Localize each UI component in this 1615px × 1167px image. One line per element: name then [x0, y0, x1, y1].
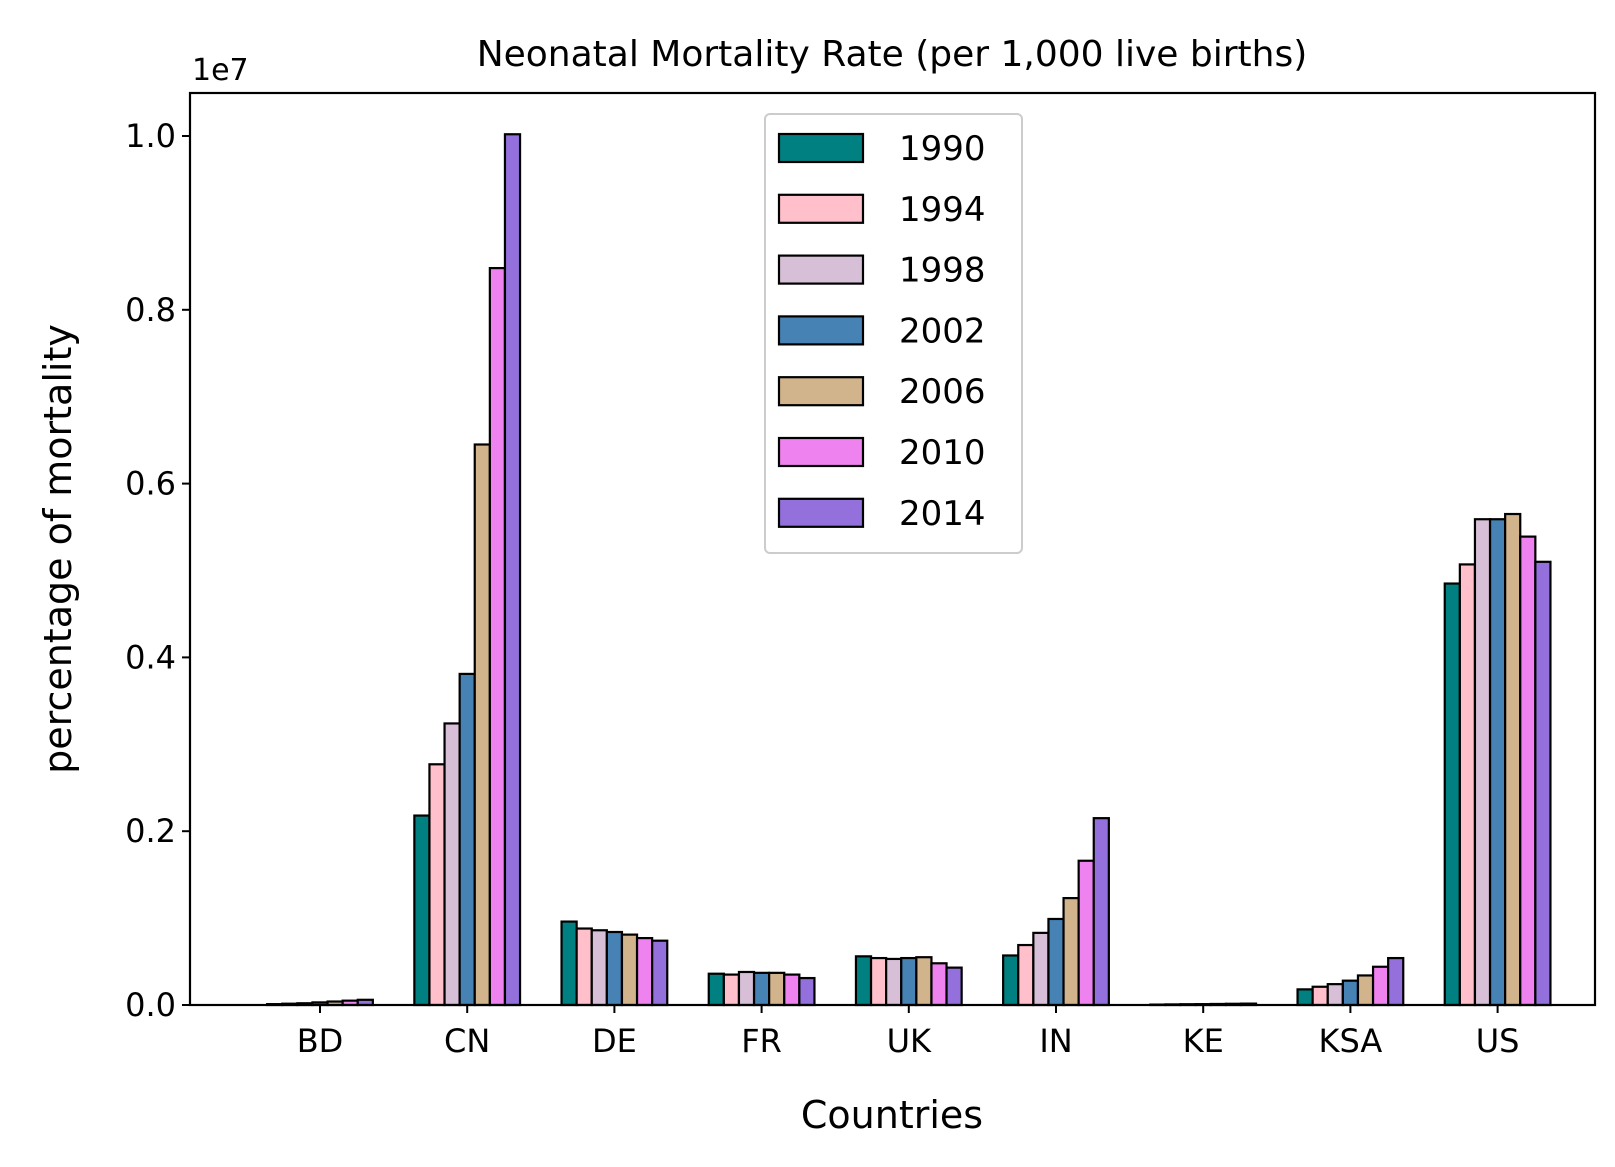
bar-FR-1990 — [709, 974, 724, 1005]
bar-UK-2010 — [931, 963, 946, 1005]
legend-swatch-2014 — [779, 499, 863, 527]
legend-label-2014: 2014 — [899, 494, 986, 534]
legend: 1990 1994 1998 2002 2006 2010 2014 — [765, 114, 1022, 553]
bar-US-1994 — [1460, 564, 1475, 1005]
y-tick-label: 0.2 — [125, 812, 176, 850]
bar-UK-2006 — [916, 957, 931, 1005]
legend-swatch-2002 — [779, 316, 863, 344]
bar-CN-1994 — [429, 764, 444, 1005]
bar-CN-2010 — [490, 268, 505, 1005]
bar-CN-2002 — [460, 674, 475, 1005]
y-tick-label: 1.0 — [125, 117, 176, 155]
x-axis-ticks: BD CN DE FR UK IN KE KSA US — [297, 1005, 1520, 1060]
legend-swatch-2006 — [779, 377, 863, 405]
x-tick-label: FR — [741, 1022, 782, 1060]
bar-FR-2006 — [769, 973, 784, 1005]
bar-IN-2002 — [1048, 919, 1063, 1005]
bar-DE-1998 — [592, 930, 607, 1005]
bar-UK-1994 — [871, 958, 886, 1005]
bar-DE-1990 — [562, 922, 577, 1005]
x-axis-label: Countries — [801, 1093, 983, 1137]
y-multiplier-label: 1e7 — [192, 53, 249, 88]
bar-IN-2006 — [1064, 898, 1079, 1005]
legend-swatch-2010 — [779, 438, 863, 466]
bar-FR-2014 — [799, 978, 814, 1005]
legend-swatch-1994 — [779, 195, 863, 223]
bar-FR-1994 — [724, 975, 739, 1005]
bar-US-2002 — [1490, 519, 1505, 1005]
bar-CN-1998 — [445, 723, 460, 1005]
bar-FR-1998 — [739, 972, 754, 1005]
legend-label-2010: 2010 — [899, 433, 986, 473]
bar-CN-2014 — [505, 134, 520, 1005]
bar-UK-2002 — [901, 958, 916, 1005]
x-tick-label: BD — [297, 1022, 344, 1060]
x-tick-label: UK — [887, 1022, 932, 1060]
chart-title: Neonatal Mortality Rate (per 1,000 live … — [477, 34, 1308, 75]
bar-IN-1994 — [1018, 945, 1033, 1005]
y-axis-ticks: 0.0 0.2 0.4 0.6 0.8 1.0 — [125, 117, 190, 1024]
bar-IN-2014 — [1094, 818, 1109, 1005]
bar-DE-1994 — [577, 929, 592, 1005]
bar-US-2006 — [1505, 514, 1520, 1005]
x-tick-label: KE — [1183, 1022, 1224, 1060]
legend-label-2002: 2002 — [899, 311, 986, 351]
bar-DE-2010 — [637, 938, 652, 1005]
bar-FR-2010 — [784, 975, 799, 1005]
x-tick-label: DE — [592, 1022, 637, 1060]
bar-CN-1990 — [414, 816, 429, 1005]
bar-KSA-1998 — [1328, 984, 1343, 1005]
bar-KSA-2002 — [1343, 981, 1358, 1005]
bar-UK-2014 — [947, 968, 962, 1005]
bar-US-1990 — [1445, 584, 1460, 1005]
y-tick-label: 0.8 — [125, 291, 176, 329]
bar-CN-2006 — [475, 445, 490, 1006]
y-axis-label: percentage of mortality — [36, 324, 80, 774]
x-tick-label: US — [1476, 1022, 1520, 1060]
bar-DE-2014 — [652, 941, 667, 1005]
legend-swatch-1998 — [779, 256, 863, 284]
bar-KSA-2014 — [1388, 958, 1403, 1005]
bar-DE-2002 — [607, 932, 622, 1005]
bar-FR-2002 — [754, 973, 769, 1005]
bar-KSA-2006 — [1358, 975, 1373, 1005]
bar-UK-1998 — [886, 959, 901, 1005]
bar-IN-1998 — [1033, 933, 1048, 1005]
x-tick-label: CN — [444, 1022, 490, 1060]
bar-UK-1990 — [856, 956, 871, 1005]
legend-label-1990: 1990 — [899, 129, 986, 169]
bar-KSA-1990 — [1298, 989, 1313, 1005]
bar-KSA-1994 — [1313, 987, 1328, 1005]
x-tick-label: IN — [1039, 1022, 1072, 1060]
legend-label-2006: 2006 — [899, 372, 986, 412]
y-tick-label: 0.4 — [125, 638, 176, 676]
legend-swatch-1990 — [779, 134, 863, 162]
legend-label-1998: 1998 — [899, 251, 986, 291]
x-tick-label: KSA — [1319, 1022, 1383, 1060]
bar-KSA-2010 — [1373, 967, 1388, 1005]
bar-US-2010 — [1520, 537, 1535, 1005]
bar-DE-2006 — [622, 935, 637, 1005]
y-tick-label: 0.6 — [125, 465, 176, 503]
bar-US-1998 — [1475, 519, 1490, 1005]
bar-US-2014 — [1535, 562, 1550, 1005]
bar-IN-1990 — [1003, 955, 1018, 1005]
bar-IN-2010 — [1079, 861, 1094, 1005]
legend-label-1994: 1994 — [899, 190, 986, 230]
y-tick-label: 0.0 — [125, 986, 176, 1024]
